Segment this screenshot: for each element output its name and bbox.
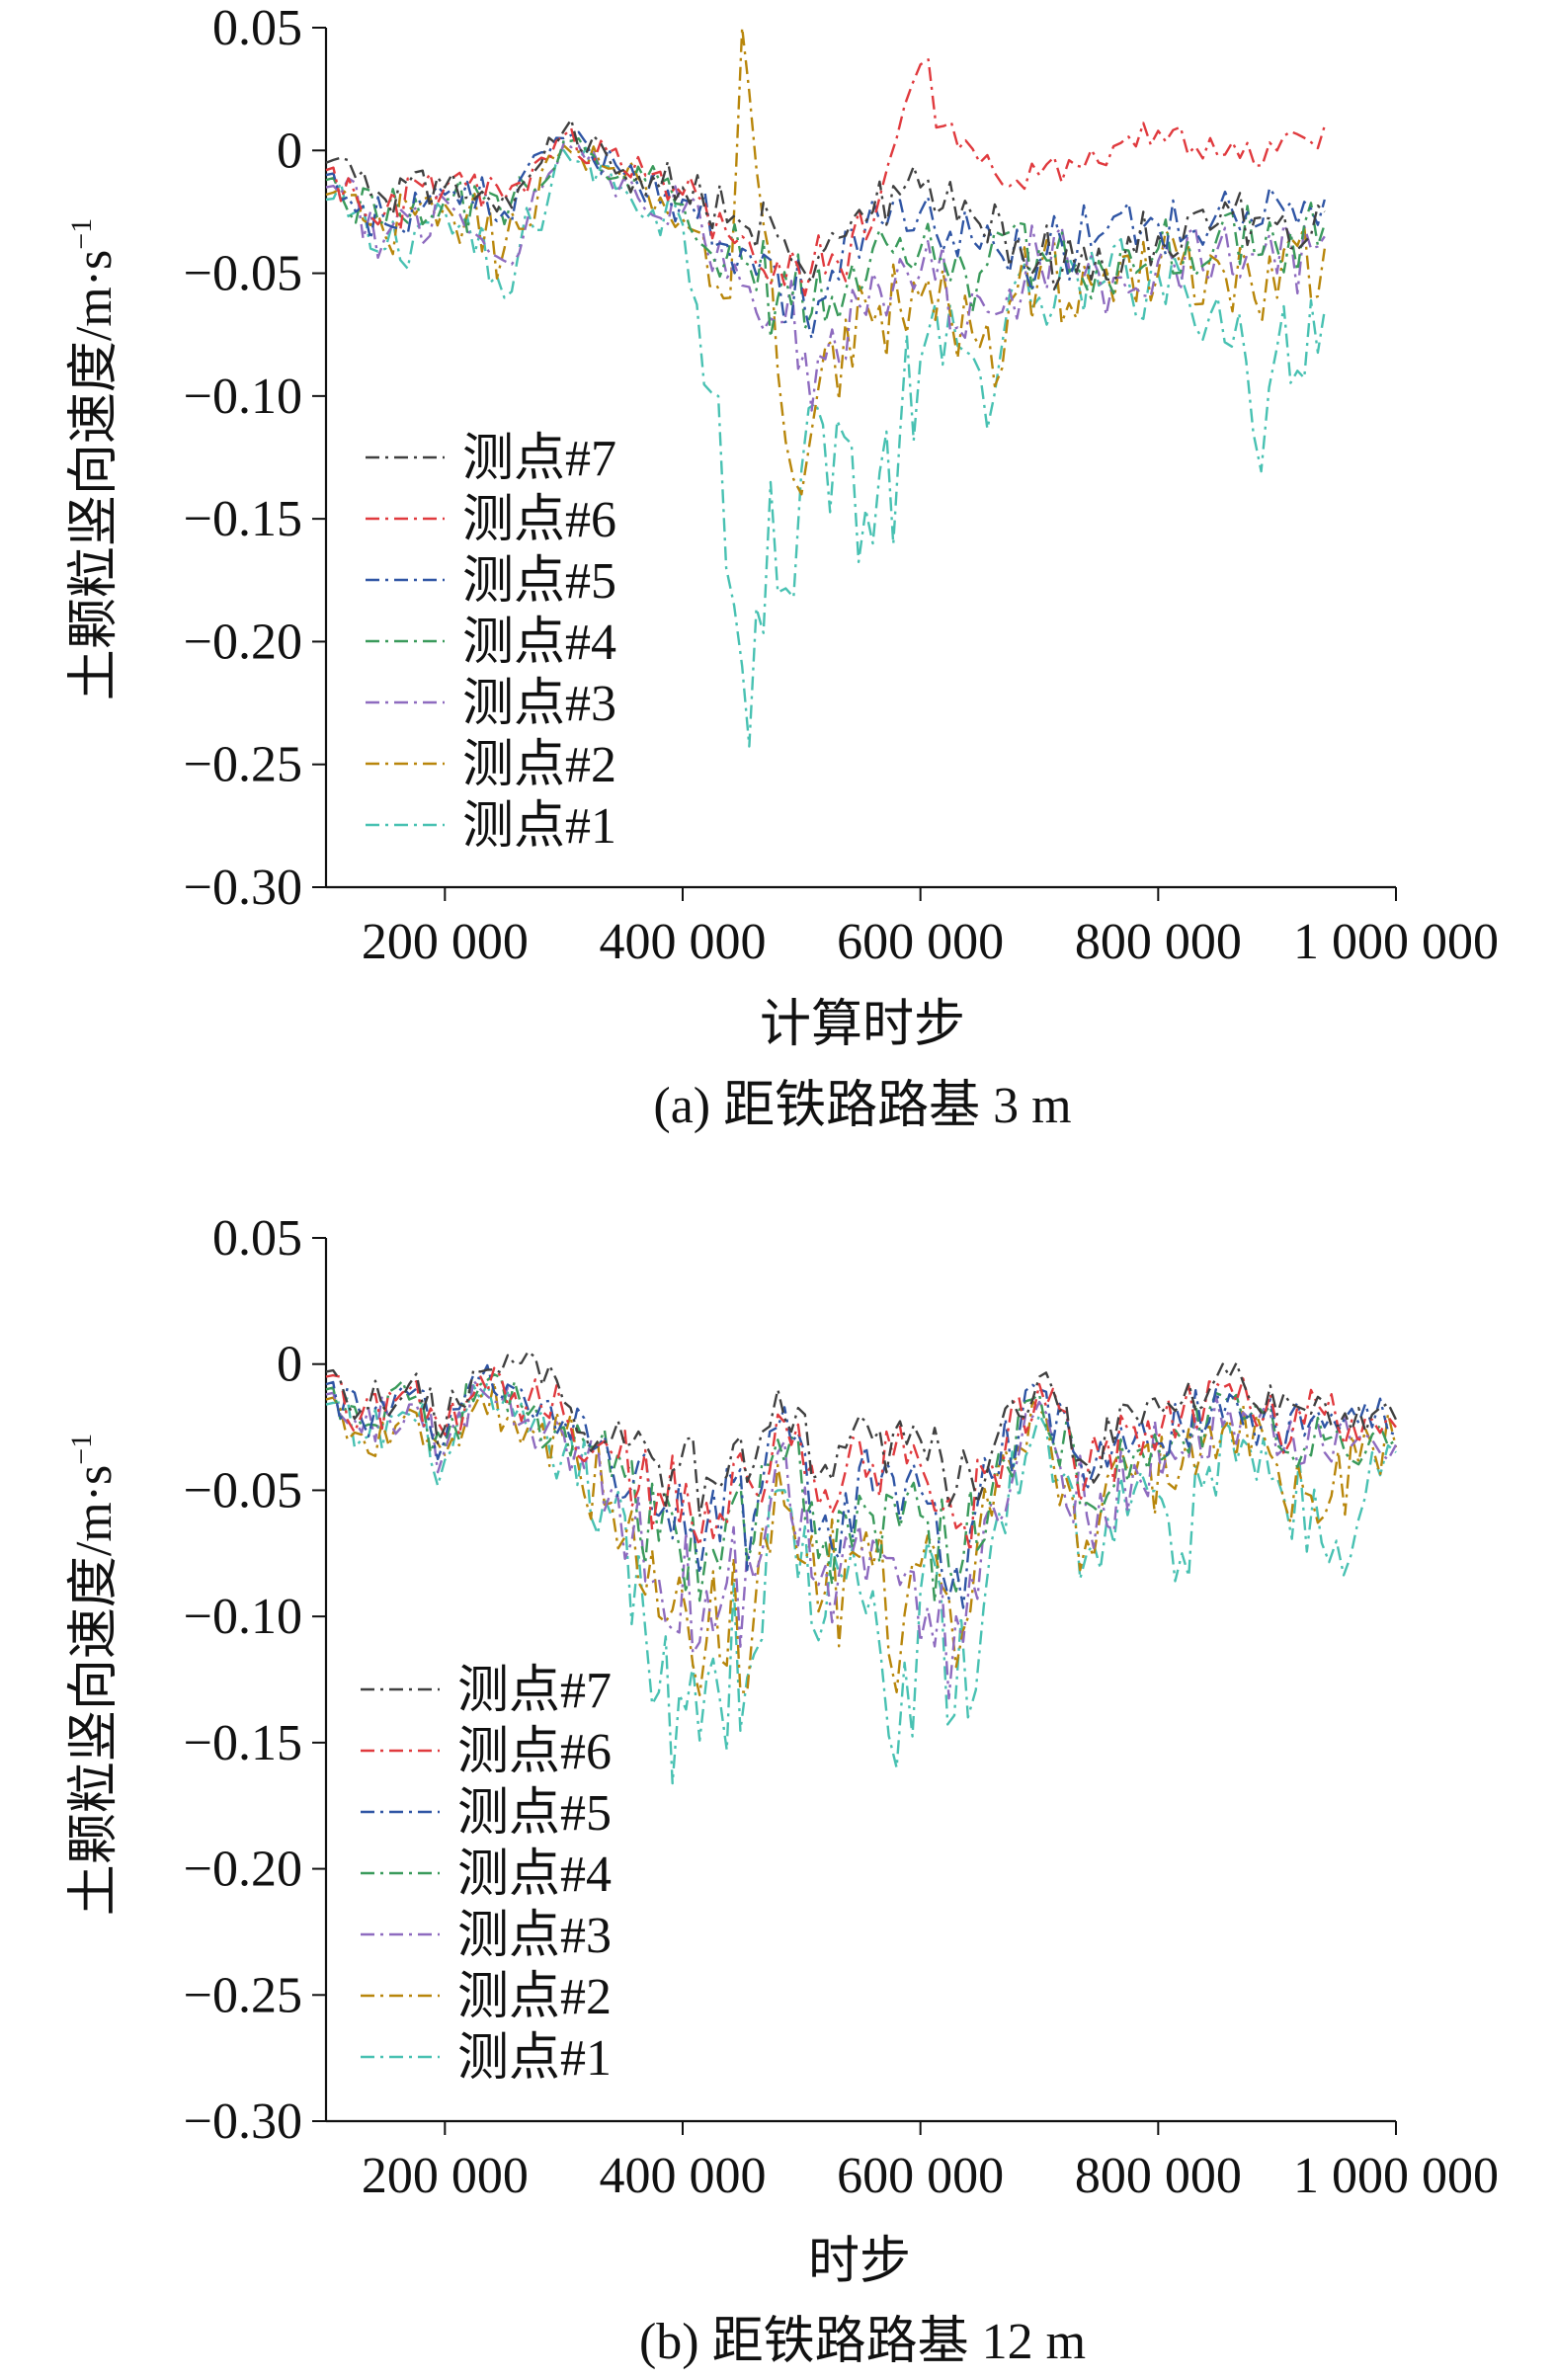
- y-tick-label: −0.15: [184, 1715, 302, 1771]
- legend-label: 测点#2: [462, 737, 616, 793]
- chart-b-ylabel: 土颗粒竖向速度/m·s−1: [65, 1434, 123, 1916]
- x-tick-label: 200 000: [362, 2148, 529, 2204]
- x-tick-label: 1 000 000: [1293, 914, 1499, 970]
- legend-label: 测点#1: [462, 798, 616, 855]
- legend-label: 测点#3: [457, 1908, 612, 1964]
- x-tick-label: 400 000: [600, 2148, 767, 2204]
- x-tick-label: 1 000 000: [1293, 2148, 1499, 2204]
- y-tick-label: 0: [277, 1337, 302, 1393]
- legend-label: 测点#5: [457, 1785, 612, 1842]
- legend-label: 测点#4: [462, 615, 616, 671]
- chart-b-lines: [325, 1350, 1398, 1785]
- legend-label: 测点#7: [462, 431, 616, 487]
- x-tick-label: 600 000: [837, 2148, 1004, 2204]
- legend-label: 测点#1: [457, 2030, 612, 2087]
- y-tick-label: −0.30: [184, 860, 302, 916]
- chart-b-xlabel: 时步: [808, 2234, 911, 2290]
- chart-b-legend: 测点#7测点#6测点#5测点#4测点#3测点#2测点#1: [361, 1663, 612, 2087]
- chart-b-ylabel-sup: −1: [65, 1434, 98, 1465]
- y-tick-label: 0.05: [212, 0, 302, 56]
- series-line-测点#5: [325, 130, 1326, 340]
- y-tick-label: −0.05: [184, 246, 302, 302]
- series-line-测点#6: [325, 58, 1326, 296]
- series-line-测点#7: [325, 118, 1326, 291]
- legend-label: 测点#5: [462, 553, 616, 610]
- chart-a: 0.05 0 −0.05 −0.10 −0.15 −0.20 −0.25 −0.30 200 0…: [65, 0, 1499, 1134]
- legend-label: 测点#6: [457, 1724, 612, 1780]
- chart-a-ylabel-main: 土颗粒竖向速度/m·s: [66, 250, 123, 700]
- legend-label: 测点#4: [457, 1847, 612, 1903]
- chart-a-axes: 0.05 0 −0.05 −0.10 −0.15 −0.20 −0.25 −0.30 200 0…: [184, 0, 1499, 970]
- chart-a-ylabel-sup: −1: [65, 218, 98, 250]
- y-tick-label: 0.05: [212, 1210, 302, 1267]
- y-tick-label: −0.30: [184, 2093, 302, 2150]
- chart-a-xlabel: 计算时步: [760, 997, 965, 1053]
- chart-a-lines: [325, 26, 1326, 748]
- chart-a-ylabel: 土颗粒竖向速度/m·s−1: [65, 218, 123, 700]
- series-line-测点#6: [325, 1366, 1397, 1553]
- x-tick-label: 800 000: [1075, 914, 1242, 970]
- series-line-测点#3: [325, 141, 1326, 412]
- chart-a-legend: 测点#7测点#6测点#5测点#4测点#3测点#2测点#1: [366, 431, 616, 855]
- x-tick-label: 600 000: [837, 914, 1004, 970]
- legend-label: 测点#7: [457, 1663, 612, 1719]
- series-line-测点#5: [325, 1363, 1397, 1609]
- chart-b-axes: 0.05 0 −0.05 −0.10 −0.15 −0.20 −0.25 −0.30 200 0…: [184, 1210, 1499, 2204]
- legend-label: 测点#3: [462, 676, 616, 732]
- x-tick-label: 800 000: [1075, 2148, 1242, 2204]
- y-tick-label: −0.25: [184, 1967, 302, 2023]
- series-line-测点#1: [325, 146, 1326, 748]
- y-tick-label: −0.20: [184, 1842, 302, 1898]
- chart-a-caption: (a) 距铁路路基 3 m: [653, 1078, 1071, 1134]
- chart-b-caption: (b) 距铁路路基 12 m: [639, 2314, 1086, 2370]
- series-line-测点#4: [325, 137, 1326, 339]
- y-tick-label: −0.15: [184, 491, 302, 547]
- chart-b: 0.05 0 −0.05 −0.10 −0.15 −0.20 −0.25 −0.30 200 0…: [65, 1210, 1499, 2370]
- legend-label: 测点#6: [462, 492, 616, 548]
- x-tick-label: 400 000: [600, 914, 767, 970]
- chart-b-ylabel-main: 土颗粒竖向速度/m·s: [66, 1465, 123, 1916]
- y-tick-label: −0.10: [184, 1589, 302, 1645]
- legend-label: 测点#2: [457, 1969, 612, 2025]
- y-tick-label: −0.25: [184, 737, 302, 793]
- series-line-测点#7: [325, 1350, 1398, 1518]
- y-tick-label: −0.20: [184, 614, 302, 670]
- y-tick-label: −0.05: [184, 1462, 302, 1518]
- series-line-测点#3: [325, 1379, 1398, 1700]
- y-tick-label: 0: [277, 123, 302, 179]
- series-line-测点#4: [325, 1373, 1397, 1603]
- x-tick-label: 200 000: [362, 914, 529, 970]
- series-line-测点#2: [325, 1380, 1398, 1696]
- y-tick-label: −0.10: [184, 369, 302, 425]
